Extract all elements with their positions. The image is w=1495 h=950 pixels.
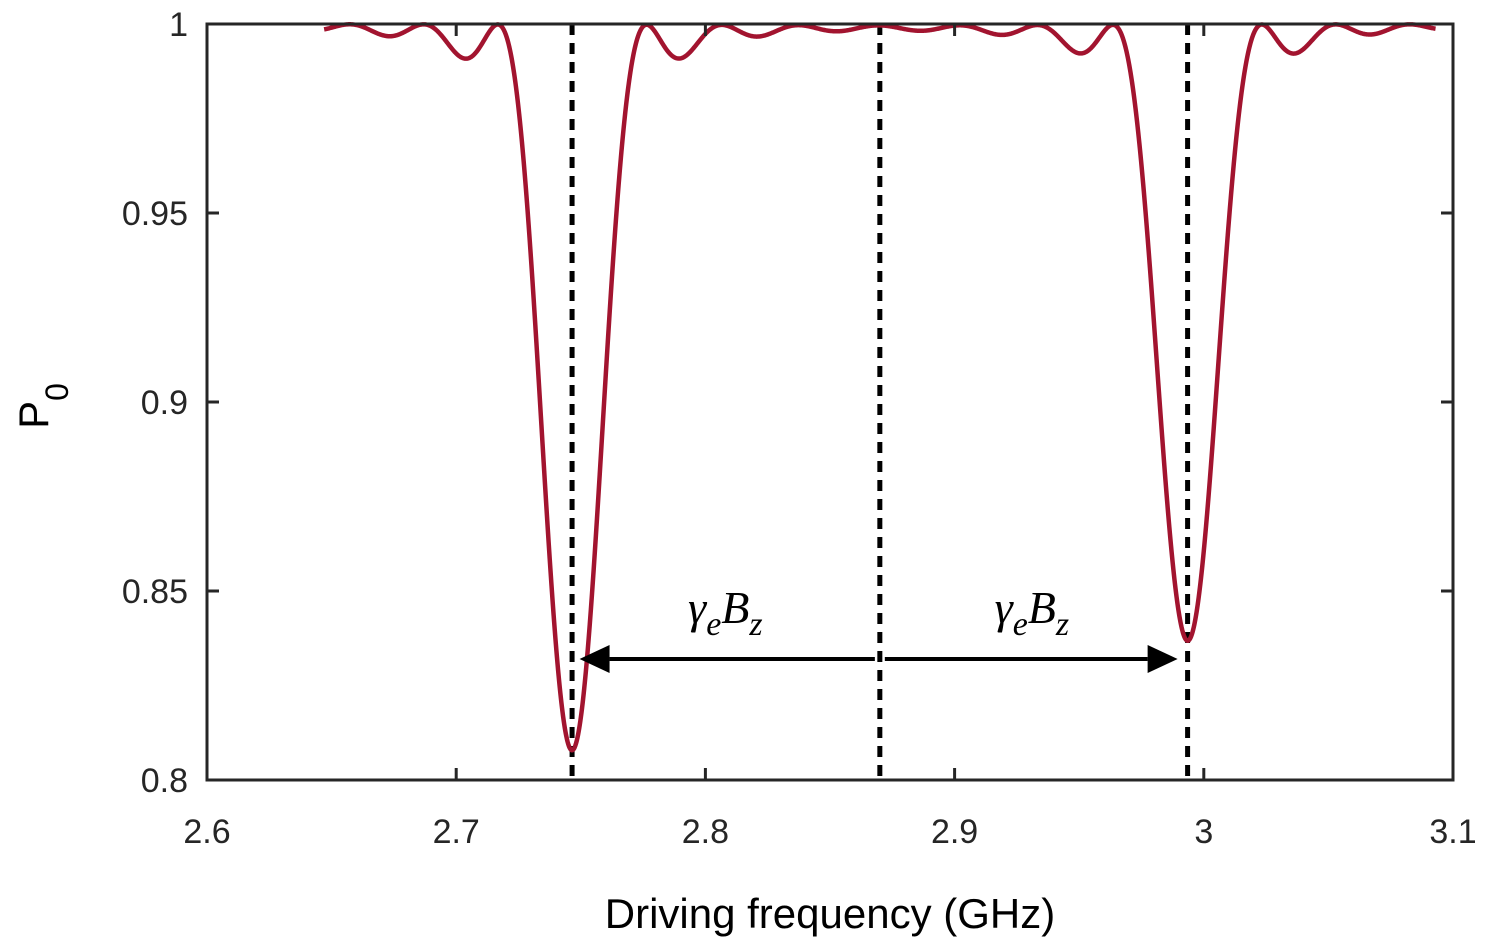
x-tick-label: 2.9: [931, 813, 978, 851]
y-axis-label-subscript: 0: [39, 383, 75, 401]
annotation-subscript: e: [706, 606, 721, 643]
y-tick-label: 1: [169, 6, 188, 44]
x-tick-label: 2.7: [433, 813, 480, 851]
y-tick-label: 0.8: [141, 762, 188, 800]
arrow-layer: [579, 645, 1178, 674]
annotation-subscript: z: [1055, 606, 1069, 643]
annotation-letter: B: [721, 582, 749, 633]
y-axis-label-main: P: [10, 401, 57, 429]
x-tick-label: 2.8: [682, 813, 729, 851]
svg-text:P0: P0: [10, 383, 75, 429]
annotation-layer: γeBz γeBz: [688, 582, 1069, 643]
arrow-head: [1147, 645, 1178, 674]
annotation-subscript: e: [1013, 606, 1028, 643]
y-tick-label: 0.95: [122, 195, 188, 233]
x-tick-label: 3: [1194, 813, 1213, 851]
y-tick-label: 0.9: [141, 384, 188, 422]
y-tick-label: 0.85: [122, 573, 188, 611]
ticks-layer: 2.6 2.7 2.8 2.9 3 3.1 0.8 0.85 0.9 0.95 1: [122, 6, 1477, 851]
annotation-symbol: γ: [688, 582, 708, 633]
annotation-symbol: γ: [995, 582, 1015, 633]
annotation-label: γeBz: [995, 582, 1070, 643]
y-axis-label: P0: [10, 383, 75, 429]
annotation-label: γeBz: [688, 582, 763, 643]
x-tick-label: 3.1: [1429, 813, 1476, 851]
x-axis-label: Driving frequency (GHz): [605, 890, 1055, 937]
vertical-reference-lines: [569, 24, 1191, 780]
plot-frame: [205, 22, 1455, 782]
arrow-head: [579, 645, 610, 674]
annotation-subscript: z: [748, 606, 762, 643]
x-tick-label: 2.6: [183, 813, 230, 851]
annotation-letter: B: [1028, 582, 1056, 633]
